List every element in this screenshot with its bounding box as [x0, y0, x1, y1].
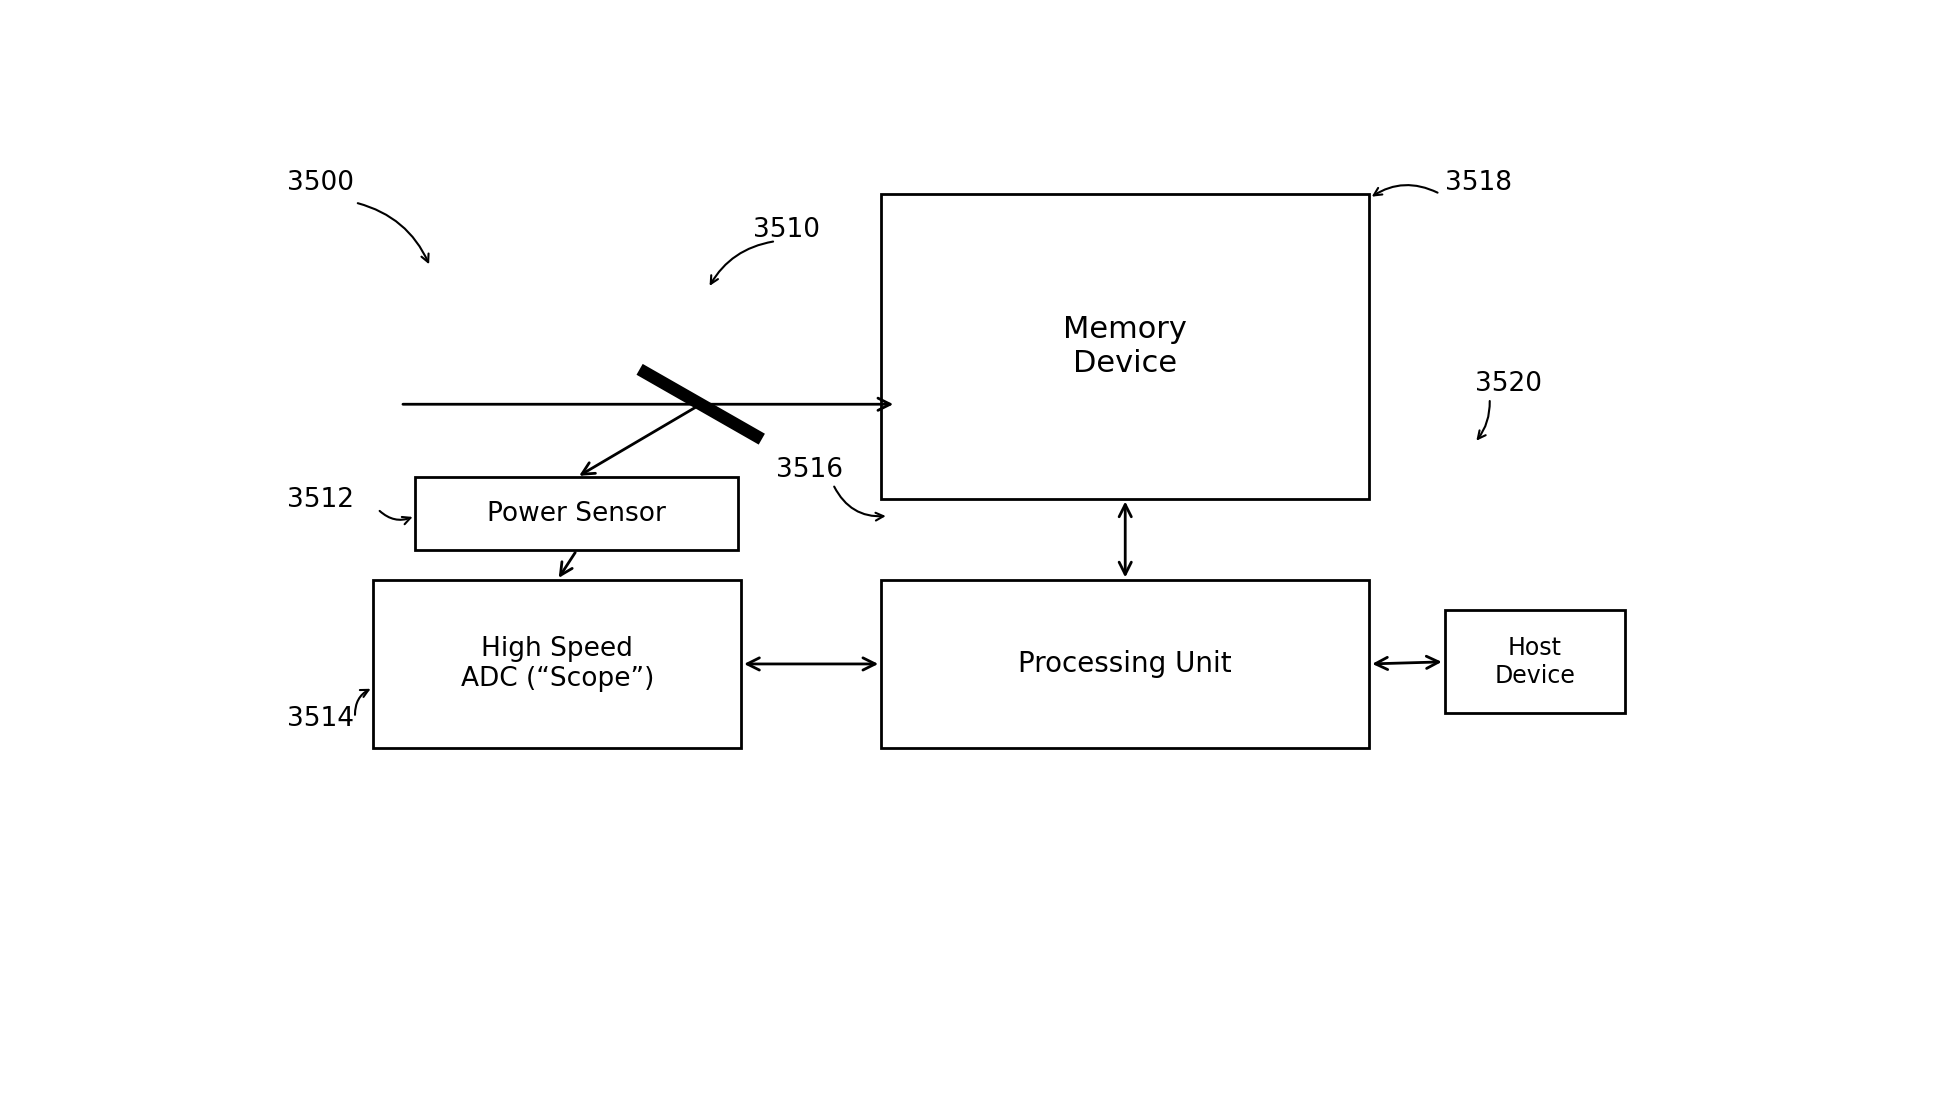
Text: Host
Device: Host Device [1495, 636, 1574, 688]
Text: High Speed
ADC (“Scope”): High Speed ADC (“Scope”) [460, 636, 653, 692]
Bar [880, 580, 1369, 748]
Text: Power Sensor: Power Sensor [487, 501, 667, 526]
Text: Processing Unit: Processing Unit [1018, 650, 1231, 678]
Text: 3510: 3510 [752, 216, 820, 243]
Text: 3500: 3500 [287, 169, 355, 195]
Text: 3518: 3518 [1445, 169, 1512, 195]
Text: 3516: 3516 [776, 457, 843, 483]
Text: 3520: 3520 [1476, 371, 1542, 397]
Bar [1445, 610, 1625, 714]
Text: Memory
Device: Memory Device [1063, 316, 1187, 378]
Bar [880, 194, 1369, 498]
Bar [372, 580, 741, 748]
Text: 3512: 3512 [287, 487, 355, 513]
Bar [415, 477, 739, 550]
Text: 3514: 3514 [287, 706, 355, 733]
